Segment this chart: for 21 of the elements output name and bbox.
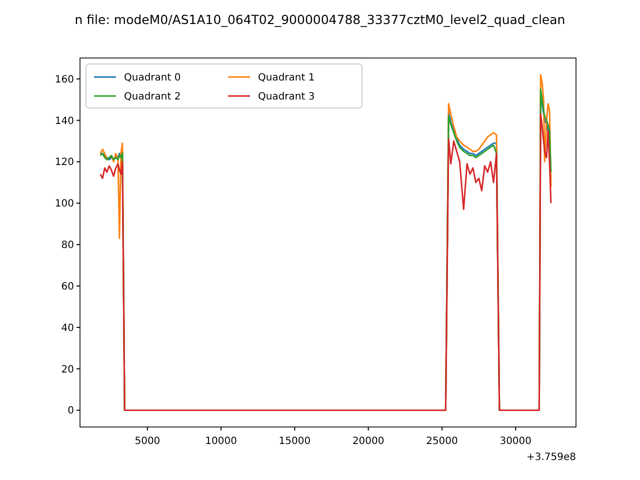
x-tick-label: 30000 <box>500 436 532 447</box>
text: +3.759e8 <box>526 452 576 463</box>
y-tick-label: 80 <box>61 240 74 252</box>
legend-label: Quadrant 3 <box>258 92 315 102</box>
y-tick-label: 20 <box>61 364 74 376</box>
y-tick-label: 0 <box>68 406 74 417</box>
legend-label: Quadrant 0 <box>124 72 181 84</box>
x-tick-label: 5000 <box>134 436 160 447</box>
chart-title: n file: modeM0/AS1A10_064T02_9000004788_33377cztM0_level2_quad_clean <box>74 12 566 27</box>
y-tick-label: 120 <box>54 157 74 168</box>
y-tick-label: 40 <box>61 322 74 334</box>
x-tick-label: 25000 <box>426 436 458 447</box>
y-tick-label: 160 <box>54 74 74 86</box>
legend-label: Quadrant 2 <box>124 92 181 102</box>
y-tick-label: 140 <box>54 116 74 127</box>
y-tick-label: 100 <box>54 198 74 210</box>
y-tick-label: 60 <box>61 281 74 292</box>
x-tick-label: 20000 <box>352 436 384 447</box>
legend-label: Quadrant 1 <box>258 72 315 84</box>
x-tick-label: 15000 <box>278 436 311 447</box>
x-tick-label: 10000 <box>205 436 237 447</box>
